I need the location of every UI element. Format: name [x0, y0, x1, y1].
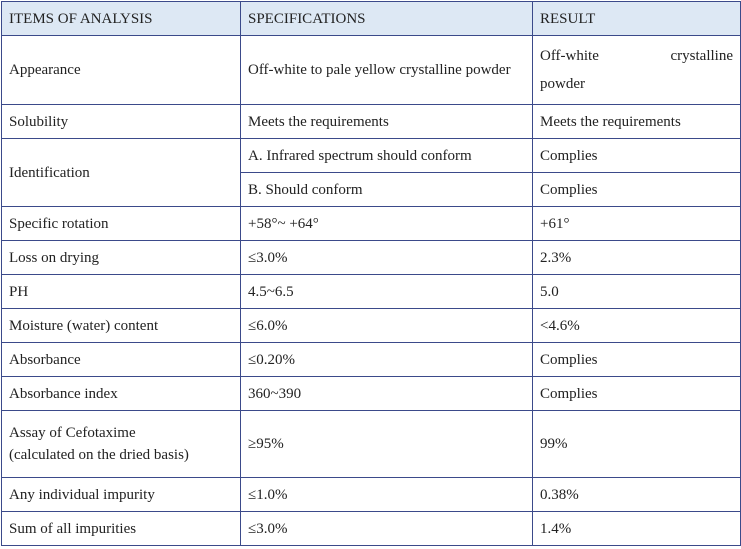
result-cell: <4.6% — [532, 308, 741, 343]
table-body: Appearance Off-white to pale yellow crys… — [1, 35, 741, 546]
spec-cell: 4.5~6.5 — [240, 274, 533, 309]
table-header: ITEMS OF ANALYSIS SPECIFICATIONS RESULT — [1, 1, 741, 36]
table-row: Identification A. Infrared spectrum shou… — [1, 138, 741, 207]
spec-cell: ≤0.20% — [240, 342, 533, 377]
item-cell: Appearance — [1, 35, 241, 105]
item-cell: Identification — [1, 138, 241, 207]
result-cell: Meets the requirements — [532, 104, 741, 139]
result-cell: 1.4% — [532, 511, 741, 546]
item-cell: Loss on drying — [1, 240, 241, 275]
table-row: Sum of all impurities ≤3.0% 1.4% — [1, 511, 741, 546]
result-line-2: powder — [540, 76, 585, 92]
spec-cell: 360~390 — [240, 376, 533, 411]
table-row: Absorbance ≤0.20% Complies — [1, 342, 741, 377]
spec-cell: ≤3.0% — [240, 240, 533, 275]
result-cell: Complies — [532, 138, 741, 173]
item-cell: Solubility — [1, 104, 241, 139]
item-cell: Absorbance index — [1, 376, 241, 411]
result-cell: Complies — [532, 342, 741, 377]
result-cell: 0.38% — [532, 477, 741, 512]
result-line-1: Off-white crystalline — [540, 48, 733, 64]
table-row: Absorbance index 360~390 Complies — [1, 376, 741, 411]
table-row: Specific rotation +58°~ +64° +61° — [1, 206, 741, 241]
result-cell: 5.0 — [532, 274, 741, 309]
spec-cell: ≤1.0% — [240, 477, 533, 512]
spec-cell: Off-white to pale yellow crystalline pow… — [240, 35, 533, 105]
item-line-2: (calculated on the dried basis) — [9, 447, 189, 463]
result-cell: 99% — [532, 410, 741, 478]
table-row: PH 4.5~6.5 5.0 — [1, 274, 741, 309]
result-cell: Complies — [532, 376, 741, 411]
spec-cell: +58°~ +64° — [240, 206, 533, 241]
spec-cell: ≤6.0% — [240, 308, 533, 343]
table-row: B. Should conform Complies — [2, 172, 741, 207]
item-cell: Sum of all impurities — [1, 511, 241, 546]
spec-cell: B. Should conform — [240, 172, 533, 207]
header-row: ITEMS OF ANALYSIS SPECIFICATIONS RESULT — [1, 1, 741, 36]
result-cell: +61° — [532, 206, 741, 241]
item-cell: Any individual impurity — [1, 477, 241, 512]
table-row: Any individual impurity ≤1.0% 0.38% — [1, 477, 741, 512]
result-cell: Off-white crystalline powder — [532, 35, 741, 105]
header-result: RESULT — [532, 1, 741, 36]
item-cell: Absorbance — [1, 342, 241, 377]
table-row: Loss on drying ≤3.0% 2.3% — [1, 240, 741, 275]
item-cell: Specific rotation — [1, 206, 241, 241]
spec-cell: ≥95% — [240, 410, 533, 478]
table-row: Solubility Meets the requirements Meets … — [1, 104, 741, 139]
result-cell: 2.3% — [532, 240, 741, 275]
table-row: Moisture (water) content ≤6.0% <4.6% — [1, 308, 741, 343]
item-cell: PH — [1, 274, 241, 309]
result-cell: Complies — [532, 172, 741, 207]
header-specifications: SPECIFICATIONS — [240, 1, 533, 36]
table-row: Assay of Cefotaxime (calculated on the d… — [1, 410, 741, 478]
spec-cell: Meets the requirements — [240, 104, 533, 139]
item-cell: Moisture (water) content — [1, 308, 241, 343]
item-line-1: Assay of Cefotaxime — [9, 425, 136, 441]
spec-cell: ≤3.0% — [240, 511, 533, 546]
spec-cell: A. Infrared spectrum should conform — [240, 138, 533, 173]
table-row: Appearance Off-white to pale yellow crys… — [1, 35, 741, 105]
item-cell: Assay of Cefotaxime (calculated on the d… — [1, 410, 241, 478]
header-items-of-analysis: ITEMS OF ANALYSIS — [1, 1, 241, 36]
